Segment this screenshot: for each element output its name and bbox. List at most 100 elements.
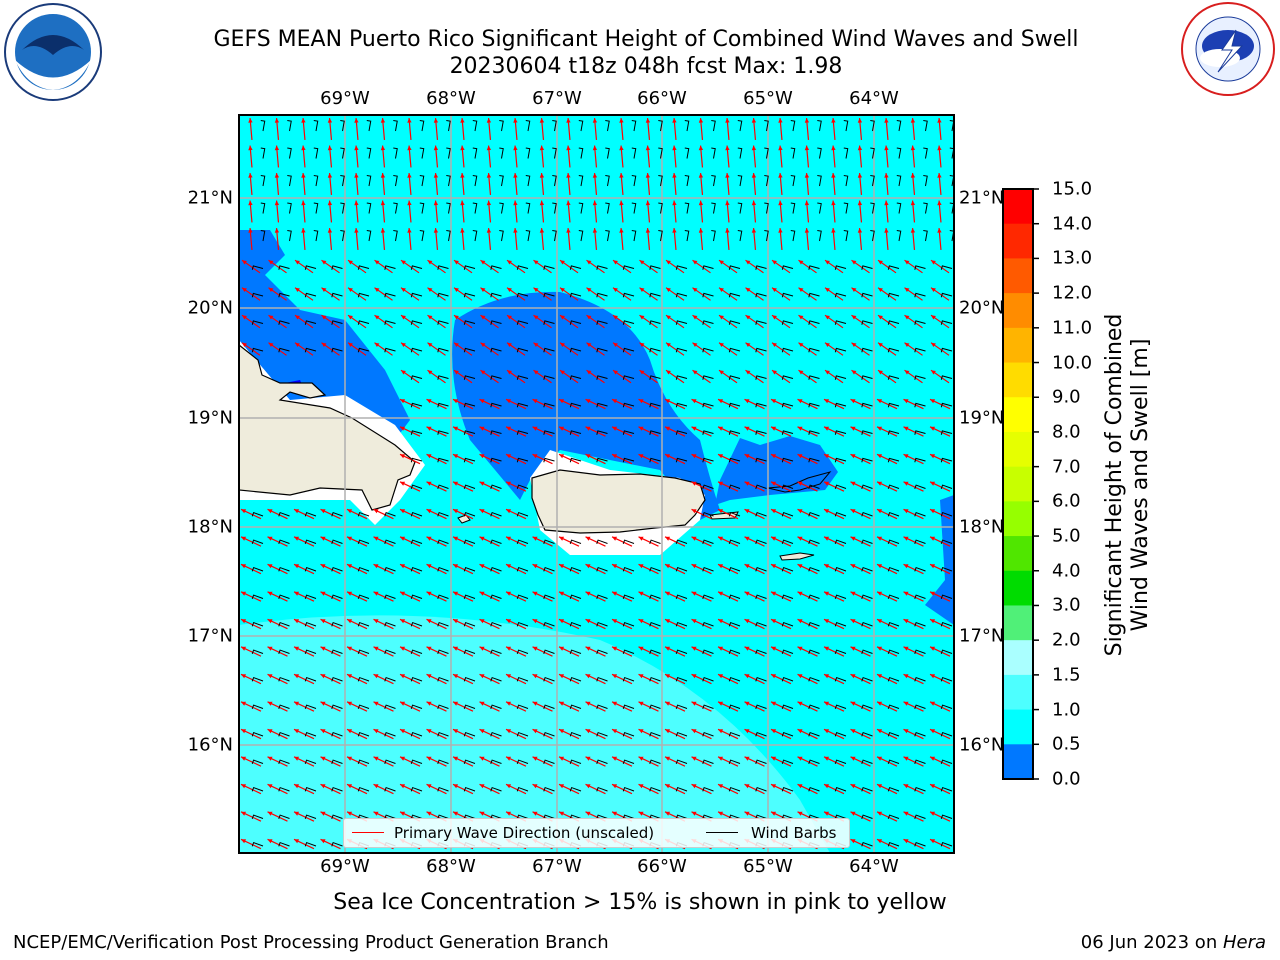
wind-barb <box>410 430 423 435</box>
wave-arrow-head <box>718 564 724 569</box>
wind-barb <box>914 292 926 298</box>
wind-barb <box>702 621 714 627</box>
wave-arrow-head <box>347 315 353 320</box>
wave-arrow-head <box>698 118 704 123</box>
wind-barb <box>896 119 902 132</box>
wave-arrow-head <box>850 399 856 404</box>
wind-barb <box>313 202 319 214</box>
wave-arrow-head <box>347 701 353 706</box>
wave-arrow-head <box>506 811 512 816</box>
wind-barb <box>569 566 582 572</box>
wind-barb <box>437 402 449 408</box>
wind-barb <box>331 841 343 847</box>
wind-barb <box>410 511 423 517</box>
wave-arrow-head <box>347 536 353 541</box>
wind-barb <box>384 759 396 765</box>
wind-barb <box>887 649 900 655</box>
wave-arrow-head <box>930 536 936 541</box>
wind-barb <box>658 119 663 132</box>
wind-barb <box>499 147 504 159</box>
wind-barb <box>675 649 688 655</box>
wind-barb <box>596 457 608 463</box>
sea-ice-note-text: Sea Ice Concentration > 15% is shown in … <box>333 890 947 915</box>
wind-barb <box>437 594 449 600</box>
wave-arrow-head <box>513 145 518 151</box>
wind-barb <box>940 731 953 737</box>
wave-arrow-head <box>585 811 591 816</box>
wind-barb <box>490 402 502 408</box>
wind-barb <box>781 649 794 655</box>
wave-arrow-head <box>910 145 916 151</box>
wave-arrow-head <box>691 811 697 816</box>
wave-arrow-head <box>506 315 512 320</box>
wave-arrow-head <box>850 591 856 596</box>
wind-barb <box>808 484 820 490</box>
wave-arrow-head <box>347 811 353 816</box>
wind-barb <box>463 457 476 463</box>
wave-arrow-head <box>294 619 300 624</box>
wave-arrow-head <box>559 729 565 734</box>
wave-arrow-head <box>877 509 883 514</box>
wind-barb <box>304 347 317 353</box>
wave-arrow-head <box>877 674 883 679</box>
lat-label-right-18n: 18°N <box>959 516 1005 538</box>
wind-barb <box>605 147 610 159</box>
wave-arrow-head <box>320 646 326 651</box>
wind-barb <box>278 759 290 765</box>
wind-barb <box>569 375 582 380</box>
wave-arrow-head <box>559 701 565 706</box>
virgin-islands <box>767 471 832 493</box>
wave-arrow-head <box>373 591 379 596</box>
wave-arrow-head <box>301 173 306 178</box>
wind-barb <box>808 566 820 572</box>
wind-barb <box>543 759 555 765</box>
wave-arrow-head <box>930 839 936 844</box>
wind-barb <box>543 539 555 545</box>
wind-barb <box>287 229 292 242</box>
wind-barb <box>357 320 370 325</box>
wave-arrow-head <box>433 173 439 178</box>
wind-barb <box>251 786 264 792</box>
wave-arrow-head <box>797 619 803 624</box>
wave-arrow-head <box>903 591 909 596</box>
wave-arrow-head <box>698 228 704 233</box>
wave-arrow-head <box>294 729 300 734</box>
wave-arrow-head <box>638 399 644 404</box>
wave-arrow-head <box>798 342 804 348</box>
wave-arrow-head <box>513 173 518 178</box>
wind-barb <box>914 841 926 847</box>
wind-barb <box>251 814 264 820</box>
wave-arrow-head <box>506 646 512 651</box>
wave-arrow-head <box>665 454 671 459</box>
lat-label-left-18n: 18°N <box>187 516 233 538</box>
wave-arrow-head <box>884 118 889 123</box>
wind-barb <box>649 621 661 627</box>
wind-barb <box>896 229 902 242</box>
wave-arrow-head <box>638 426 644 431</box>
wave-arrow-head <box>559 674 565 679</box>
wind-barb <box>410 539 423 545</box>
wave-arrow-head <box>486 228 492 233</box>
wave-arrow-head <box>798 260 804 265</box>
wave-arrow-head <box>427 370 433 375</box>
wind-barb <box>366 174 372 187</box>
wind-barb <box>596 320 608 325</box>
wind-barb <box>384 814 396 820</box>
wave-arrow-head <box>638 591 644 596</box>
wave-arrow-head <box>267 591 273 596</box>
wave-arrow-head <box>585 729 591 734</box>
wind-barb <box>861 484 873 490</box>
lat-label-right-16n: 16°N <box>959 734 1005 756</box>
wave-arrow-head <box>930 811 936 816</box>
wave-arrow-head <box>479 536 485 541</box>
wave-arrow-head <box>930 342 936 348</box>
wind-barb <box>410 621 423 627</box>
wind-barb <box>887 457 900 463</box>
wave-arrow-head <box>248 145 253 151</box>
wind-barb <box>251 594 264 600</box>
wind-barb <box>463 320 476 325</box>
wind-barb <box>437 484 449 490</box>
wind-barb <box>340 119 345 132</box>
wave-arrow-head <box>380 118 386 123</box>
wind-barb <box>569 731 582 737</box>
